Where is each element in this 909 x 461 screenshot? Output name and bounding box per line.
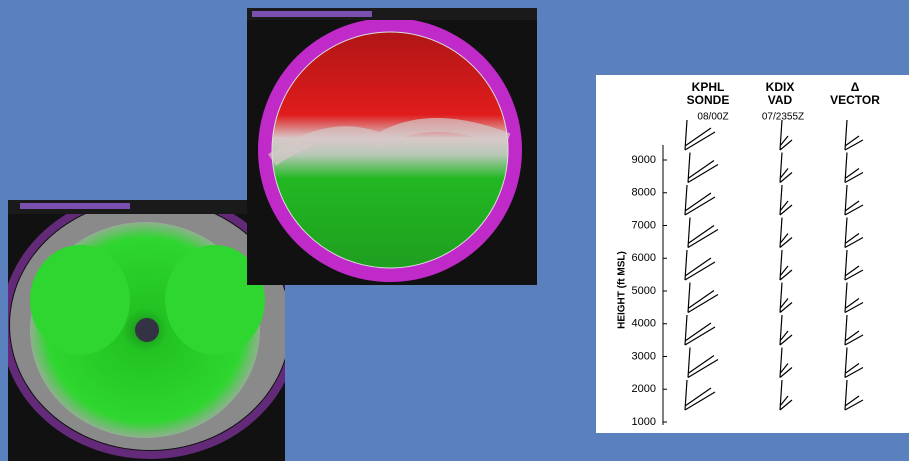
wind-barb xyxy=(844,314,864,346)
wind-barb xyxy=(687,217,719,249)
y-tick-label: 7000 xyxy=(632,219,656,231)
radar-image-1 xyxy=(8,200,285,461)
wind-barb xyxy=(779,152,793,183)
wind-barbs xyxy=(684,119,864,411)
wind-barb xyxy=(844,217,864,249)
column-title: KPHL xyxy=(692,80,725,94)
wind-barb xyxy=(779,249,793,281)
wind-barb xyxy=(779,379,793,411)
wind-barb xyxy=(779,314,793,346)
column-subtitle: VAD xyxy=(768,93,793,107)
wind-barb xyxy=(779,347,793,378)
y-tick-label: 5000 xyxy=(632,285,656,297)
column-time: 07/2355Z xyxy=(762,112,804,123)
column-subtitle: SONDE xyxy=(687,93,730,107)
wind-barb xyxy=(687,152,719,184)
wind-barb xyxy=(684,184,716,216)
wind-barb xyxy=(687,347,719,379)
y-tick-label: 9000 xyxy=(632,154,656,166)
y-tick-label: 6000 xyxy=(632,252,656,264)
wind-barb xyxy=(844,347,864,379)
y-tick-label: 1000 xyxy=(632,416,656,428)
wind-barb xyxy=(684,379,716,411)
wind-barb xyxy=(844,119,864,151)
wind-barb xyxy=(779,282,793,313)
wind-barb xyxy=(779,119,793,151)
wind-barb xyxy=(684,119,716,151)
column-time: 08/00Z xyxy=(697,112,728,123)
y-tick-label: 2000 xyxy=(632,383,656,395)
wind-barb xyxy=(844,152,864,184)
column-title: KDIX xyxy=(766,80,795,94)
wind-barb xyxy=(779,217,793,248)
wind-barb xyxy=(844,184,864,216)
column-subtitle: VECTOR xyxy=(830,93,880,107)
y-axis-label: HEIGHT (ft MSL) xyxy=(617,251,628,329)
wind-barb xyxy=(687,282,719,314)
wind-barb xyxy=(844,282,864,314)
profile-panel xyxy=(596,75,909,433)
wind-barb xyxy=(779,184,793,216)
wind-barb xyxy=(844,249,864,281)
column-title: Δ xyxy=(851,80,860,94)
radar-image-2 xyxy=(247,8,537,285)
wind-barb xyxy=(684,314,716,346)
wind-barb xyxy=(684,249,716,281)
y-tick-label: 3000 xyxy=(632,350,656,362)
wind-barb xyxy=(844,379,864,411)
y-tick-label: 8000 xyxy=(632,187,656,199)
y-tick-label: 4000 xyxy=(632,318,656,330)
